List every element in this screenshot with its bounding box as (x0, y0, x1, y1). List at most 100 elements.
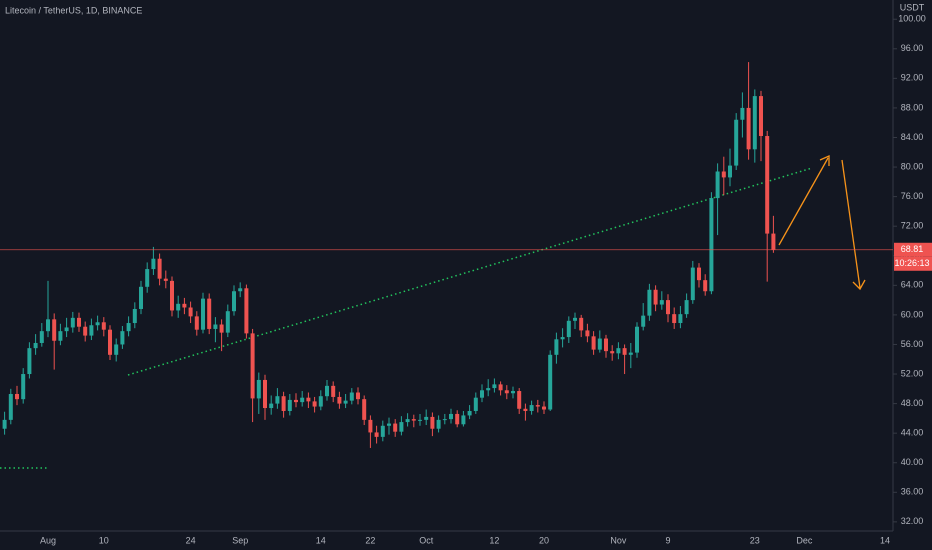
candle-body (461, 415, 466, 425)
candle-body (411, 419, 416, 421)
candle-body (256, 379, 261, 399)
candle-body (504, 390, 509, 394)
candle-body (281, 396, 286, 411)
candle-body (560, 337, 565, 340)
candle-body (740, 107, 745, 120)
candle-body (331, 385, 336, 397)
candle-body (430, 416, 435, 429)
arrow (841, 159, 861, 289)
currency-label: USDT (900, 2, 925, 12)
y-tick-label: 72.00 (901, 221, 924, 231)
candle-body (349, 392, 354, 401)
x-tick-label: Nov (610, 535, 627, 545)
candle-body (337, 396, 342, 404)
x-tick-label: 12 (489, 535, 499, 545)
arrow-head (819, 154, 830, 166)
y-tick-label: 64.00 (901, 280, 924, 290)
candle-body (132, 308, 137, 324)
candle-body (399, 422, 404, 432)
candle-body (752, 96, 757, 150)
candle-body (207, 298, 212, 329)
candle-body (759, 96, 763, 137)
candle-body (542, 406, 546, 410)
candle-body (591, 336, 596, 350)
candle-body (616, 348, 621, 354)
y-tick-label: 36.00 (901, 487, 924, 497)
candle-body (554, 339, 559, 355)
y-tick-label: 92.00 (901, 73, 924, 83)
candle-body (356, 392, 360, 400)
candle-body (455, 413, 460, 425)
candle-body (287, 399, 292, 411)
y-tick-label: 40.00 (901, 457, 924, 467)
y-tick-label: 88.00 (901, 102, 924, 112)
candle-body (659, 300, 664, 305)
candle-body (300, 397, 305, 403)
candle-body (393, 423, 398, 432)
candle-body (232, 291, 236, 312)
candle-body (604, 338, 608, 352)
candle-body (405, 419, 410, 423)
candle-body (535, 405, 540, 407)
candle-body (486, 388, 491, 391)
candle-body (690, 267, 695, 301)
x-tick-label: 20 (539, 535, 549, 545)
candle-body (201, 298, 205, 330)
candle-body (95, 322, 100, 326)
arrows (778, 154, 866, 291)
candle-body (436, 419, 441, 429)
y-tick-label: 48.00 (901, 398, 924, 408)
candle-body (126, 323, 131, 332)
candle-body (418, 419, 422, 421)
candle-body (697, 267, 701, 281)
last-price-badge (894, 242, 932, 257)
candle-body (517, 391, 522, 409)
candle-body (77, 317, 81, 327)
candle-body (734, 119, 739, 166)
candle-body (21, 374, 26, 400)
candles (2, 62, 776, 448)
x-tick-label: 22 (365, 535, 375, 545)
candle-body (635, 326, 639, 353)
candle-body (678, 314, 683, 324)
candle-body (641, 315, 646, 327)
x-tick-label: Sep (232, 535, 248, 545)
candle-body (294, 399, 298, 403)
candle-body (703, 280, 708, 292)
x-tick-label: Aug (40, 535, 56, 545)
candle-body (263, 379, 267, 409)
candle-body (480, 390, 484, 398)
y-tick-label: 80.00 (901, 161, 924, 171)
candle-body (647, 289, 652, 316)
y-tick-label: 76.00 (901, 191, 924, 201)
candle-body (238, 288, 243, 292)
candle-body (325, 385, 329, 397)
candle-body (771, 233, 776, 250)
candle-body (449, 413, 453, 420)
candle-body (387, 423, 391, 426)
y-tick-label: 56.00 (901, 339, 924, 349)
candle-body (548, 354, 553, 410)
candle-body (597, 338, 602, 350)
candle-body (492, 384, 497, 389)
candle-body (374, 432, 379, 437)
candle-body (83, 326, 88, 336)
candle-body (64, 327, 69, 332)
candle-body (15, 393, 19, 400)
candle-body (188, 307, 193, 317)
candle-body (424, 416, 429, 420)
candle-body (120, 331, 125, 345)
candle-body (70, 317, 75, 328)
candle-body (33, 342, 38, 349)
x-tick-label: Oct (419, 535, 434, 545)
candle-body (101, 322, 106, 330)
candle-body (467, 410, 472, 416)
candle-body (89, 325, 94, 336)
candle-body (8, 393, 13, 420)
candle-body (182, 303, 187, 308)
candle-body (529, 405, 534, 411)
candle-body (318, 396, 323, 407)
candle-body (46, 319, 50, 332)
